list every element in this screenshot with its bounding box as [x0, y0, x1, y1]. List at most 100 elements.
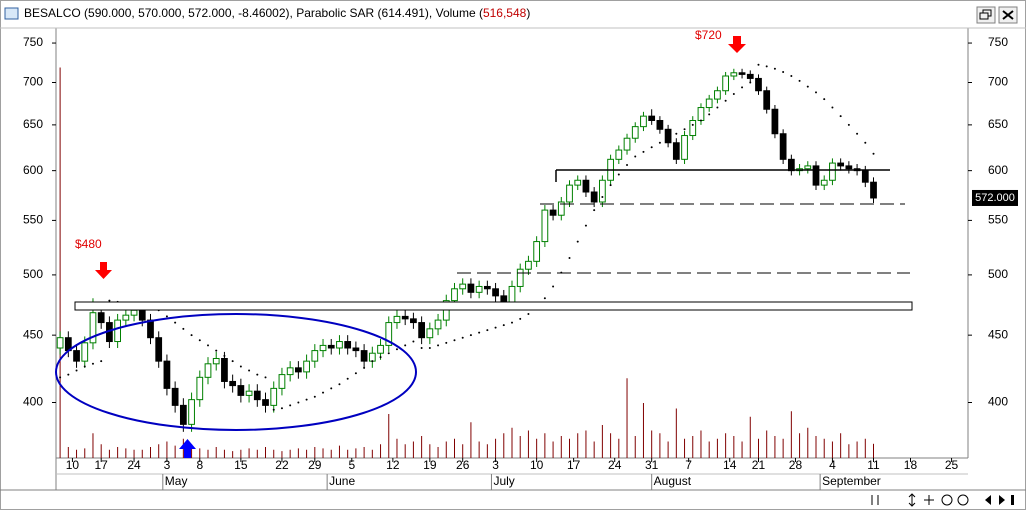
restore-button[interactable]: [976, 6, 996, 24]
scroll-left[interactable]: [985, 495, 991, 505]
sar-dot: [330, 387, 333, 390]
x-tick-label: 17: [95, 458, 109, 472]
sar-dot: [453, 339, 456, 342]
title-bar: [1, 1, 1025, 27]
sar-dot: [445, 341, 448, 344]
title-end: ): [526, 6, 530, 20]
candle-body: [295, 367, 302, 373]
tool-icon[interactable]: [871, 495, 879, 505]
sar-dot: [543, 297, 546, 300]
sar-dot: [593, 209, 596, 212]
candle-body: [262, 399, 269, 406]
candle-body: [557, 201, 565, 216]
sar-dot: [272, 408, 275, 411]
sar-dot: [741, 86, 744, 89]
candle-body: [705, 98, 713, 109]
sar-dot: [256, 373, 259, 376]
tool-icon[interactable]: [908, 493, 916, 507]
sar-dot: [716, 106, 719, 109]
sar-dot: [823, 98, 826, 101]
x-tick-label: 24: [608, 458, 622, 472]
close-button[interactable]: [998, 6, 1018, 24]
tool-icon[interactable]: [924, 495, 934, 505]
candle-body: [171, 387, 179, 406]
sar-dot: [749, 81, 752, 84]
sar-dot: [412, 340, 415, 343]
sar-dot: [231, 360, 234, 363]
price-label-box: [972, 189, 1018, 206]
sar-dot: [683, 128, 686, 131]
y-tick-label-right: 500: [988, 267, 1008, 281]
candle-body: [368, 352, 376, 362]
candle-body: [270, 387, 278, 406]
scroll-end[interactable]: [1011, 495, 1014, 505]
candle-body: [820, 179, 828, 186]
x-tick-label: 3: [492, 458, 499, 472]
candle-body: [311, 350, 319, 362]
sar-dot: [757, 63, 760, 66]
sar-dot: [576, 240, 579, 243]
y-tick-label-right: 550: [988, 213, 1008, 227]
x-tick-label: 15: [234, 458, 248, 472]
x-tick-label: 19: [423, 458, 437, 472]
sar-dot: [732, 93, 735, 96]
candle-body: [286, 367, 294, 376]
zoom-in[interactable]: [957, 494, 969, 506]
sar-dot: [437, 344, 440, 347]
candle-body: [771, 108, 779, 135]
candle-body: [73, 350, 80, 362]
candle-body: [533, 241, 541, 262]
price-label: 572.000: [975, 192, 1015, 204]
month-label: September: [822, 474, 881, 488]
sar-dot: [667, 137, 670, 140]
candle-body: [360, 350, 368, 362]
sar-dot: [527, 312, 530, 315]
candle-body: [393, 315, 401, 324]
sar-dot: [305, 398, 308, 401]
x-tick-label: 22: [275, 458, 289, 472]
candle-body: [779, 133, 787, 160]
candle-body: [467, 283, 475, 293]
y-tick-label-right: 400: [988, 395, 1008, 409]
sar-dot: [198, 339, 201, 342]
candle-body: [475, 285, 483, 293]
sar-dot: [404, 344, 407, 347]
candle-body: [410, 318, 417, 324]
candle-body: [147, 319, 154, 339]
candle-body: [845, 165, 853, 170]
candle-body: [763, 90, 771, 110]
sar-dot: [782, 70, 785, 73]
annotation: $720: [695, 28, 722, 42]
scroll-right[interactable]: [999, 495, 1005, 505]
candle-body: [714, 90, 721, 100]
y-tick-label: 500: [23, 267, 43, 281]
sar-dot: [486, 329, 489, 332]
sar-dot: [387, 352, 390, 355]
sar-dot: [239, 365, 242, 368]
candle-body: [138, 309, 146, 321]
sar-dot: [174, 321, 177, 324]
restore-icon: [979, 12, 989, 20]
candle-body: [155, 337, 163, 362]
window-title: BESALCO (590.000, 570.000, 572.000, -8.4…: [24, 6, 530, 20]
zoom-out[interactable]: [941, 494, 953, 506]
sar-dot: [847, 123, 850, 126]
candle-body: [385, 322, 393, 346]
sar-dot: [502, 324, 505, 327]
candle-body: [221, 357, 228, 382]
candle-body: [812, 165, 820, 186]
sar-dot: [691, 123, 694, 126]
candle-body: [483, 285, 491, 290]
candle-body: [640, 115, 647, 128]
candle-body: [245, 390, 253, 396]
sar-dot: [798, 79, 801, 82]
x-tick-label: 10: [66, 458, 80, 472]
sar-dot: [519, 317, 522, 320]
sar-dot: [815, 91, 817, 94]
sar-dot: [469, 334, 472, 337]
candle-body: [804, 165, 812, 170]
sar-dot: [773, 67, 776, 70]
support-box: [74, 301, 913, 311]
sar-dot: [371, 360, 374, 363]
